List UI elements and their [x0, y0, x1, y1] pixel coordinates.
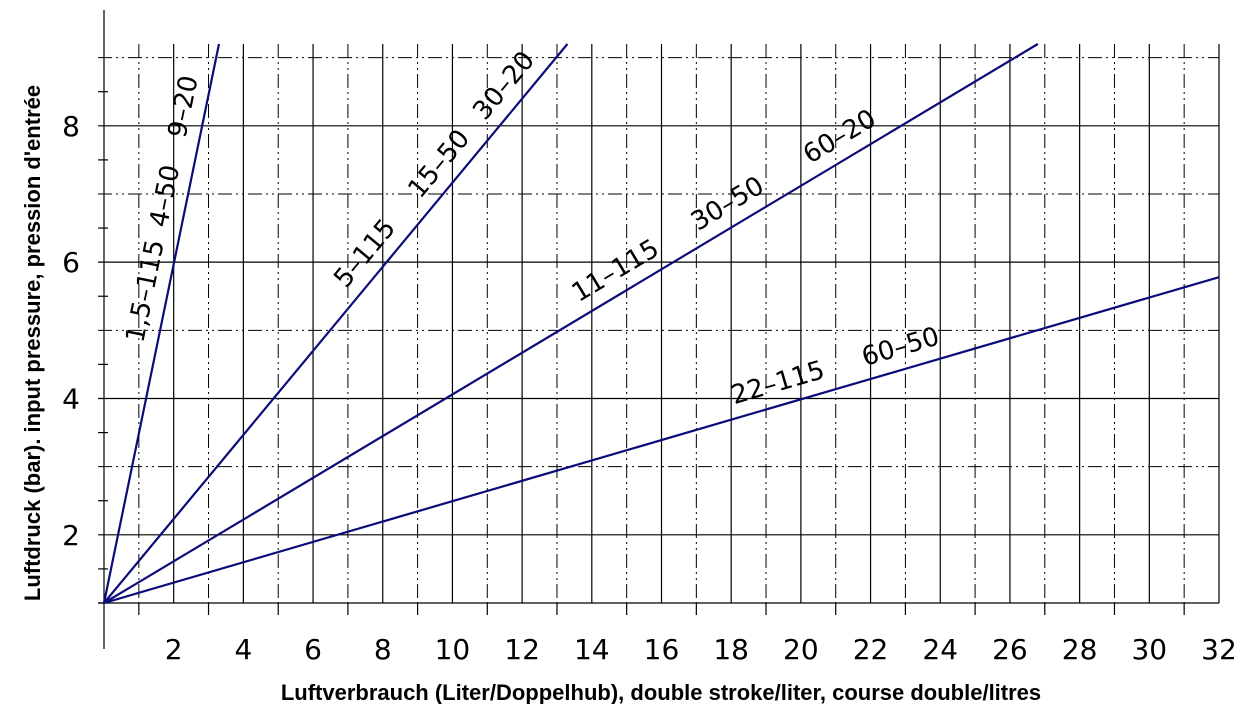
- x-tick-label: 8: [374, 633, 392, 666]
- grid: [98, 44, 1220, 604]
- y-tick-label: 8: [62, 110, 80, 143]
- x-tick-label: 20: [783, 633, 819, 666]
- series-label: 1,5–115: [121, 237, 171, 345]
- series-label: 5–115: [328, 214, 402, 294]
- x-tick-label: 4: [234, 633, 252, 666]
- y-tick-label: 6: [62, 246, 80, 279]
- series-line: [103, 43, 569, 604]
- x-axis-title: Luftverbrauch (Liter/Doppelhub), double …: [281, 680, 1041, 704]
- y-tick-label: 2: [62, 519, 80, 552]
- y-tick-labels: 2 4 6 8: [62, 110, 80, 552]
- x-tick-label: 32: [1201, 633, 1237, 666]
- series-label: 30–20: [467, 46, 541, 126]
- x-tick-label: 18: [713, 633, 749, 666]
- x-tick-label: 14: [574, 633, 610, 666]
- series-label: 60–20: [798, 104, 881, 170]
- series-label: 22–115: [728, 355, 828, 411]
- axes: [98, 10, 1219, 649]
- series-label: 4–50: [144, 162, 186, 229]
- series-line: [103, 276, 1220, 605]
- x-tick-label: 22: [853, 633, 889, 666]
- x-tick-labels: 2 4 6 8 10 12 14 16 18 20 22 24 26 28 30 32: [165, 633, 1237, 666]
- series-label: 15–50: [402, 124, 476, 204]
- x-tick-label: 28: [1062, 633, 1098, 666]
- x-tick-label: 30: [1131, 633, 1167, 666]
- x-tick-label: 26: [992, 633, 1028, 666]
- y-axis-title: Luftdruck (bar). input pressure, pressio…: [20, 85, 45, 601]
- x-tick-label: 24: [922, 633, 958, 666]
- y-tick-label: 4: [62, 382, 80, 415]
- x-tick-label: 10: [435, 633, 471, 666]
- x-tick-label: 6: [304, 633, 322, 666]
- series-label: 9–20: [163, 73, 205, 140]
- x-tick-label: 2: [165, 633, 183, 666]
- series-line: [103, 43, 1039, 604]
- x-tick-label: 12: [504, 633, 540, 666]
- series-line: [102, 43, 221, 604]
- x-tick-label: 16: [644, 633, 680, 666]
- series-lines: [102, 43, 1220, 605]
- series-label: 30–50: [686, 171, 769, 237]
